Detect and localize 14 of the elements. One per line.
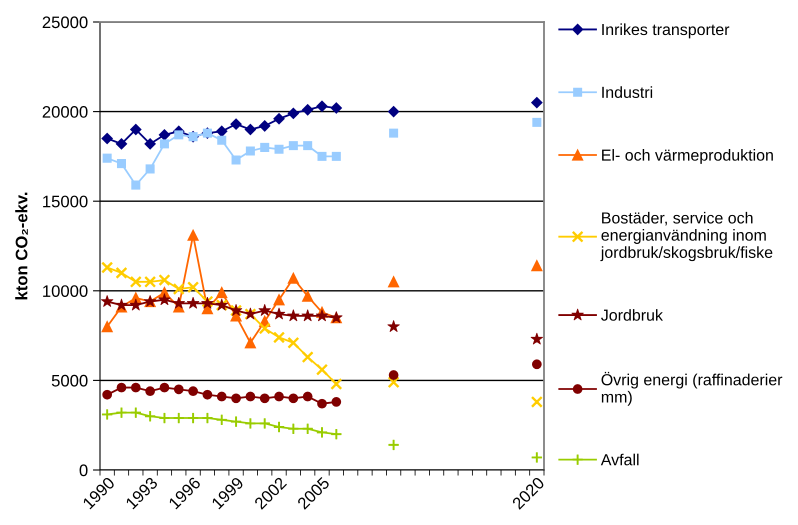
y-tick-label: 20000 <box>42 106 88 118</box>
legend-label: Inrikes transporter <box>602 23 730 38</box>
legend-label: Jordbruk <box>601 309 663 321</box>
legend-label: Övrig energi (raffinaderier mm) <box>602 372 782 406</box>
legend-label: Industri <box>602 86 652 98</box>
y-tick-label: 25000 <box>42 16 88 28</box>
y-tick-label: 5000 <box>52 374 88 387</box>
legend-label: El- och värmeproduktion <box>602 149 773 164</box>
y-tick-label: 0 <box>80 464 88 476</box>
legend-label: Bostäder, service och energianvändning inom jordbruk/skogsbruk/fiske <box>600 212 772 262</box>
legend-label: Avfall <box>600 454 639 466</box>
y-tick-label: 15000 <box>43 196 88 208</box>
y-axis-title: kton CO₂-ekv. <box>15 192 28 300</box>
y-tick-label: 10000 <box>43 285 88 298</box>
